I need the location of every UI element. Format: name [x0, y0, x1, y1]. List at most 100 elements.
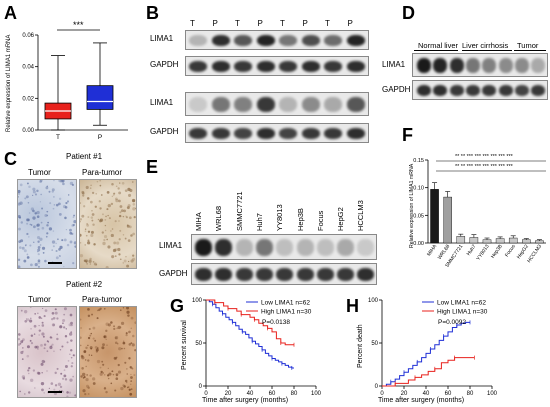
- bar-WRL68: [443, 196, 452, 244]
- blot-band: [337, 268, 355, 281]
- lane-label: P: [302, 19, 308, 28]
- panel-h-ylabel: Percent death: [357, 324, 364, 368]
- panel-g-xlabel: Time after surgery (months): [202, 397, 288, 404]
- blot-band: [276, 239, 294, 256]
- x-tick-label: 40: [423, 391, 430, 397]
- panel-label-c: C: [4, 149, 17, 169]
- blot-band: [211, 97, 230, 112]
- blot-band: [346, 35, 365, 46]
- panel-d-group-label: Tumor: [517, 41, 539, 50]
- panel-c-patient2-title: Patient #2: [66, 280, 103, 289]
- y-tick-label: 0.00: [22, 128, 34, 134]
- blot-band: [189, 97, 207, 112]
- lane-label: Focus: [315, 210, 325, 231]
- panel-label-g: G: [170, 296, 185, 316]
- panel-a-ylabel: Relative expression of LIMA1 mRNA: [6, 35, 12, 132]
- blot-band: [417, 58, 431, 73]
- panel-b-row-label: GAPDH: [150, 127, 179, 136]
- x-tick-label: 100: [311, 391, 322, 397]
- lane-label: YY8013: [275, 204, 285, 231]
- blot-band: [279, 35, 297, 46]
- blot-band: [346, 97, 365, 112]
- y-tick-label: 0.10: [413, 186, 424, 192]
- blot-band: [234, 97, 252, 112]
- panel-g-survival-chart: Percent survival Time after surgery (mon…: [181, 298, 322, 404]
- x-tick-label: 20: [225, 391, 232, 397]
- blot-band: [482, 58, 497, 73]
- legend-label: High LIMA1 n=30: [437, 309, 488, 316]
- panel-c-patient1-tumor-label: Tumor: [28, 168, 51, 177]
- blot-band: [301, 61, 320, 72]
- panel-e-blot-gapdh: [191, 263, 377, 285]
- blot-band: [234, 35, 252, 46]
- panel-b-blot-lima1-top: [185, 30, 369, 50]
- bar-Huh7: [469, 237, 479, 244]
- blot-band: [324, 128, 342, 139]
- series-line: [206, 299, 294, 369]
- p-value: P=0.0138: [262, 319, 290, 326]
- bar-HepG2: [522, 239, 531, 244]
- panel-b-blot-gapdh-top: [185, 56, 369, 76]
- bar-MIHA: [430, 189, 439, 244]
- legend-label: High LIMA1 n=30: [261, 309, 312, 316]
- tissue-texture: [80, 180, 136, 268]
- blot-band: [301, 128, 320, 139]
- blot-band: [276, 268, 294, 281]
- blot-band: [465, 58, 480, 73]
- blot-band: [211, 35, 230, 46]
- blot-band: [531, 85, 546, 96]
- y-tick-label: 100: [192, 298, 203, 304]
- blot-band: [255, 239, 273, 256]
- blot-band: [255, 268, 273, 281]
- blot-band: [256, 61, 275, 72]
- panel-c-patient2-para-image: [79, 306, 137, 398]
- panel-b-row-label: LIMA1: [150, 98, 174, 107]
- scale-bar: [48, 262, 62, 264]
- blot-band: [234, 128, 252, 139]
- blot-band: [296, 268, 314, 281]
- x-tick-label: YY8013: [476, 244, 491, 262]
- y-tick-label: 0: [375, 384, 379, 390]
- blot-band: [296, 239, 314, 256]
- y-tick-label: 0.00: [413, 241, 424, 247]
- panel-d-row-label: GAPDH: [382, 85, 411, 94]
- legend-label: Low LIMA1 n=62: [261, 300, 310, 307]
- blot-band: [482, 85, 497, 96]
- legend-label: Low LIMA1 n=62: [437, 300, 486, 307]
- x-tick-label: 60: [445, 391, 452, 397]
- blot-band: [215, 268, 233, 281]
- blot-band: [189, 35, 207, 46]
- panel-label-h: H: [346, 296, 359, 316]
- panel-label-d: D: [402, 3, 415, 23]
- panel-label-a: A: [4, 3, 17, 23]
- lane-label: P: [257, 19, 263, 28]
- panel-d-group-label: Liver cirrhosis: [462, 41, 509, 50]
- blot-band: [279, 97, 297, 112]
- panel-d-group-label: Normal liver: [418, 41, 459, 50]
- panel-label-e: E: [146, 157, 159, 177]
- y-tick-label: 50: [195, 341, 202, 347]
- panel-b-row-label: LIMA1: [150, 34, 174, 43]
- group-underline: [462, 50, 512, 51]
- blot-band: [449, 58, 464, 73]
- y-tick-label: 0.15: [413, 158, 424, 164]
- y-tick-label: 0.04: [22, 65, 34, 71]
- box-P: [86, 85, 114, 110]
- panel-f-sig-row1: ** ** *** *** *** *** *** ***: [455, 154, 514, 160]
- blot-band: [301, 35, 320, 46]
- blot-band: [514, 58, 529, 73]
- lane-label: T: [325, 19, 330, 28]
- y-tick-label: 0.06: [22, 33, 34, 39]
- group-underline: [414, 50, 458, 51]
- tissue-texture: [18, 180, 76, 268]
- x-tick-label: 0: [380, 391, 384, 397]
- panel-e-blot-lima1: [191, 234, 377, 260]
- y-tick-label: 0: [199, 384, 203, 390]
- panel-g-ylabel: Percent survival: [181, 320, 188, 370]
- blot-band: [301, 97, 320, 112]
- blot-band: [346, 61, 365, 72]
- blot-band: [256, 128, 275, 139]
- blot-band: [433, 85, 448, 96]
- x-tick-label: 80: [467, 391, 474, 397]
- blot-band: [211, 128, 230, 139]
